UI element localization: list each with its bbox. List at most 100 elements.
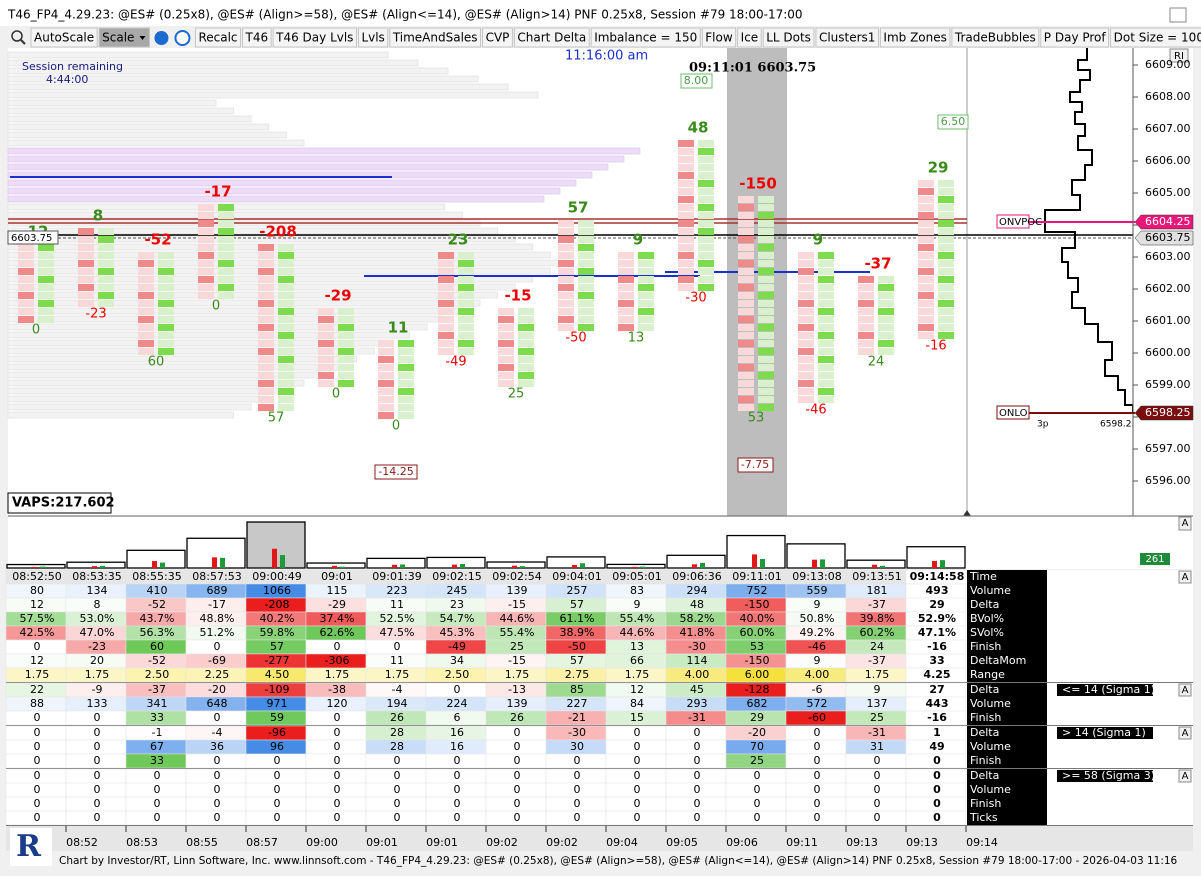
toolbar-button[interactable] <box>272 27 357 48</box>
footprint-cell <box>678 244 694 251</box>
toolbar-button[interactable] <box>482 27 513 48</box>
table-cell-text: 1.75 <box>325 668 350 681</box>
table-cell-text: 559 <box>807 584 828 597</box>
table-cell-text: 181 <box>867 584 888 597</box>
price-label: 6608.00 <box>1145 90 1191 103</box>
footprint-cell <box>78 292 94 299</box>
footprint-cell <box>338 380 354 387</box>
toolbar-button[interactable] <box>1110 27 1201 48</box>
table-cell-text: 0 <box>454 754 461 767</box>
footprint-cell <box>558 260 574 267</box>
footprint-cell <box>938 244 954 251</box>
footprint-cell <box>198 212 214 219</box>
session-remaining: 4:44:00 <box>46 73 88 86</box>
footprint-cell <box>38 252 54 259</box>
footprint-cell <box>18 252 34 259</box>
row-label-cell <box>967 711 1047 725</box>
profile-bar <box>7 395 270 403</box>
table-cell-text: 28 <box>390 740 404 753</box>
footprint-cell <box>678 196 694 203</box>
toolbar-button[interactable] <box>357 27 389 48</box>
toolbar-button[interactable] <box>30 27 98 48</box>
footprint-cell <box>938 220 954 227</box>
toolbar-button[interactable] <box>762 27 815 48</box>
footprint-cell <box>938 308 954 315</box>
footprint-cell <box>818 316 834 323</box>
footprint-cell <box>758 356 774 363</box>
toolbar-button[interactable] <box>1040 27 1110 48</box>
table-cell-text: -50 <box>568 640 586 653</box>
toolbar-button[interactable] <box>701 27 737 48</box>
sell-volume-bar <box>632 566 637 568</box>
footprint-cell <box>698 276 714 283</box>
footprint-cell <box>98 244 114 251</box>
footprint-cell <box>18 308 34 315</box>
toolbar-button[interactable] <box>98 27 150 48</box>
footprint-cell <box>758 228 774 235</box>
toolbar-button-label: P Day Prof <box>1044 31 1107 45</box>
pane-button[interactable] <box>1178 726 1192 740</box>
toolbar-button-label: LL Dots <box>766 31 811 45</box>
footprint-cell <box>738 252 754 259</box>
table-cell-text: -16 <box>927 711 947 724</box>
footprint-cell <box>678 204 694 211</box>
toolbar-button[interactable] <box>590 27 701 48</box>
toolbar-button[interactable] <box>389 27 482 48</box>
footprint-cell <box>738 284 754 291</box>
table-cell-text: 293 <box>687 697 708 710</box>
footprint-cell <box>438 292 454 299</box>
marker-name-box <box>996 405 1030 420</box>
table-cell-text: 0 <box>34 811 41 824</box>
footprint-cell <box>918 212 934 219</box>
ri-button[interactable] <box>1169 48 1189 63</box>
toolbar-button[interactable] <box>737 27 762 48</box>
footprint-cell <box>338 372 354 379</box>
window-control[interactable] <box>1169 7 1187 23</box>
footprint-cell <box>138 300 154 307</box>
footprint-cell <box>638 260 654 267</box>
table-cell-text: 2.50 <box>145 668 170 681</box>
footprint-cell <box>78 252 94 259</box>
toolbar-button[interactable] <box>815 27 879 48</box>
footprint-cell <box>938 276 954 283</box>
zoom-icon[interactable] <box>11 30 26 45</box>
time-axis-labels: 08:52 08:53 08:55 08:57 09:00 09:01 09:01 09:02… <box>65 826 998 849</box>
stopwatch-icon[interactable] <box>154 31 169 45</box>
table-cell-text: 09:14:58 <box>910 570 965 583</box>
pane-button[interactable] <box>1178 683 1192 697</box>
footprint-cell <box>398 372 414 379</box>
table-cell-text: 9 <box>814 598 821 611</box>
footprint-cell <box>678 220 694 227</box>
toolbar-button[interactable] <box>951 27 1040 48</box>
footprint-cell <box>738 364 754 371</box>
toolbar-button[interactable] <box>242 27 272 48</box>
footprint-cell <box>198 268 214 275</box>
pane-button[interactable] <box>1178 570 1192 584</box>
table-cell-text: 0 <box>94 769 101 782</box>
table-cell-text: 752 <box>747 584 768 597</box>
table-cell-text: 9 <box>814 654 821 667</box>
pane-button[interactable] <box>1178 769 1192 783</box>
pane-button[interactable] <box>1178 516 1192 531</box>
toolbar-button[interactable] <box>879 27 951 48</box>
table-cell-text: -31 <box>868 726 886 739</box>
column-delta: -15 <box>504 287 531 305</box>
table-cell-text: -20 <box>208 683 226 696</box>
footprint-cell <box>578 276 594 283</box>
table-cell-text: 0 <box>274 754 281 767</box>
column-finish: -23 <box>85 307 106 322</box>
toolbar-button[interactable] <box>513 27 590 48</box>
footprint-cell <box>918 196 934 203</box>
footprint-cell <box>678 212 694 219</box>
table-cell-text: 443 <box>926 697 949 710</box>
footprint-cell <box>738 372 754 379</box>
toolbar-button[interactable] <box>194 27 242 48</box>
footprint-cell <box>618 252 634 259</box>
footprint-cell <box>458 308 474 315</box>
clock-icon[interactable] <box>174 30 191 46</box>
footprint-cell <box>758 316 774 323</box>
buy-volume-bar <box>760 558 765 568</box>
footprint-cell <box>798 388 814 395</box>
table-cell-text: 57 <box>270 640 284 653</box>
